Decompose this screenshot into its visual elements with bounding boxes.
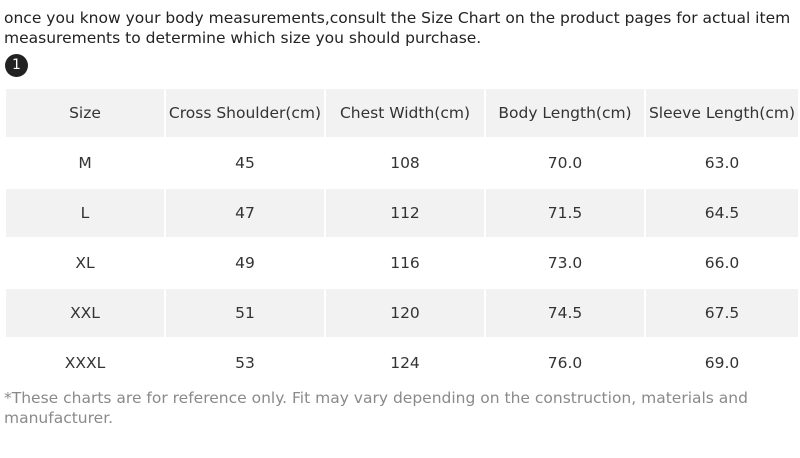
- table-row: XXXL 53 124 76.0 69.0: [6, 339, 798, 387]
- table-cell: Body Length(cm): [486, 89, 644, 137]
- table-cell: 124: [390, 354, 420, 372]
- intro-text: once you know your body measurements,con…: [4, 9, 791, 47]
- table-cell: 120: [326, 289, 484, 337]
- footnote: *These charts are for reference only. Fi…: [4, 389, 748, 427]
- table-cell: 67.5: [646, 289, 798, 337]
- table-cell: XXXL: [64, 354, 106, 372]
- table-cell: 74.5: [486, 289, 644, 337]
- table-cell: M: [78, 154, 92, 172]
- table-cell: 51: [166, 289, 324, 337]
- table-cell: 108: [390, 154, 420, 172]
- table-cell: 69.0: [704, 354, 740, 372]
- table-cell: Chest Width(cm): [326, 89, 484, 137]
- step-badge: 1: [5, 54, 28, 77]
- table-cell: 63.0: [704, 154, 740, 172]
- size-table: Size Cross Shoulder(cm) Chest Width(cm) Bod…: [4, 87, 800, 389]
- table-row: M 45 108 70.0 63.0: [6, 139, 798, 187]
- table-cell: 73.0: [547, 254, 583, 272]
- table-cell: 112: [326, 189, 484, 237]
- table-cell: 116: [390, 254, 420, 272]
- table-cell: 49: [235, 254, 255, 272]
- table-cell: 76.0: [547, 354, 583, 372]
- table-cell: Sleeve Length(cm): [646, 89, 798, 137]
- table-cell: 45: [235, 154, 255, 172]
- table-row: XXL 51 120 74.5 67.5: [6, 289, 798, 337]
- table-row: XL 49 116 73.0 66.0: [6, 239, 798, 287]
- table-cell: 53: [235, 354, 255, 372]
- table-cell: L: [6, 189, 164, 237]
- table-cell: Size: [6, 89, 164, 137]
- table-cell: 70.0: [547, 154, 583, 172]
- table-cell: 71.5: [486, 189, 644, 237]
- table-cell: XXL: [6, 289, 164, 337]
- table-cell: Cross Shoulder(cm): [166, 89, 324, 137]
- table-cell: 47: [166, 189, 324, 237]
- table-cell: 66.0: [704, 254, 740, 272]
- header-row: Size Cross Shoulder(cm) Chest Width(cm) Bod…: [6, 89, 798, 137]
- table-cell: 64.5: [646, 189, 798, 237]
- table-row: L 47 112 71.5 64.5: [6, 189, 798, 237]
- table-cell: XL: [75, 254, 95, 272]
